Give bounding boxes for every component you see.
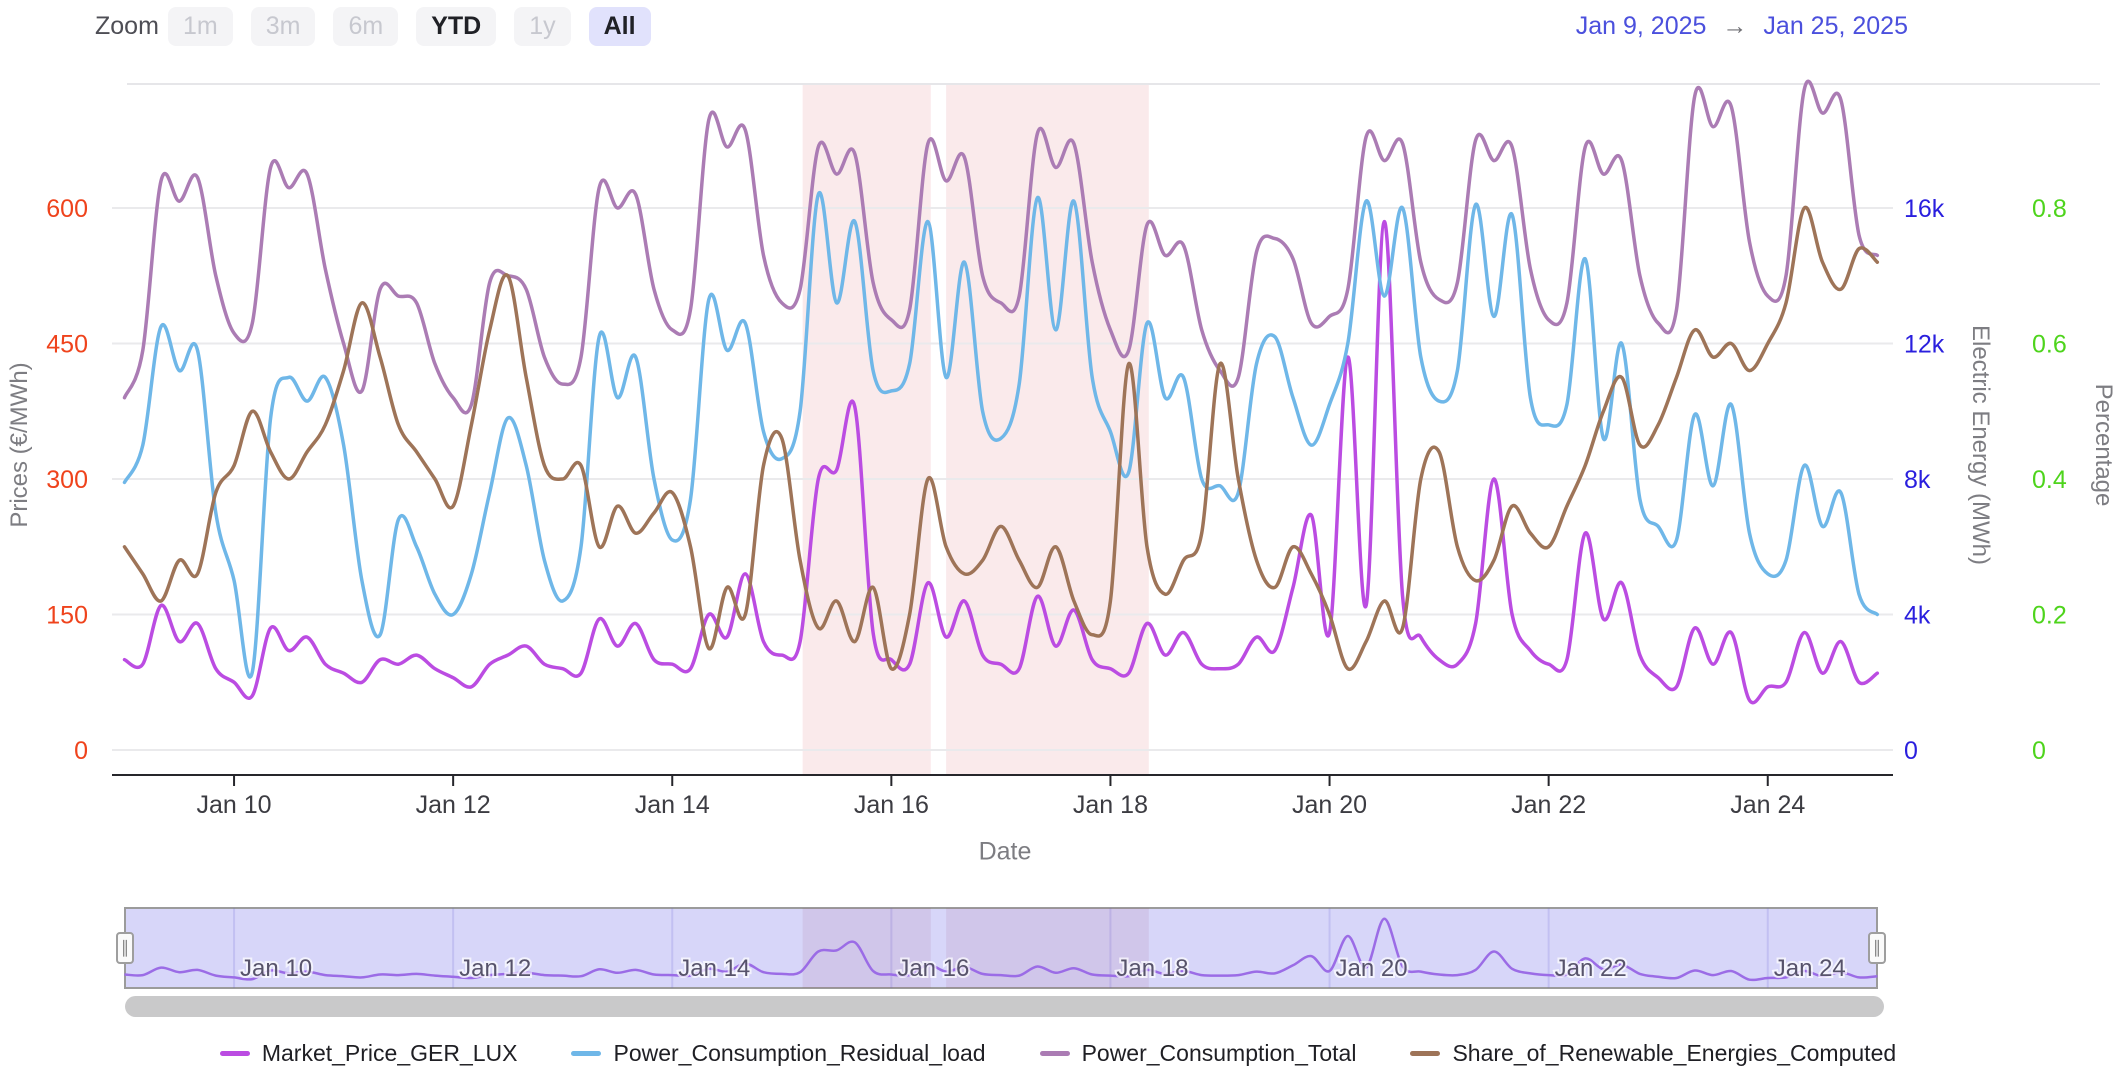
series-swatch [1410,1051,1441,1056]
x-tick-label: Jan 20 [1292,791,1367,819]
legend-item-renewable-share[interactable]: Share_of_Renewable_Energies_Computed [1410,1040,1896,1067]
navigator-date-label: Jan 18 [1116,955,1188,982]
horizontal-scrollbar[interactable] [125,996,1884,1017]
toolbar: Zoom 1m 3m 6m YTD 1y All Jan 9, 2025 → J… [0,0,2116,56]
series-line-Share_of_Renewable_Energies_Computed [122,205,1880,672]
energy-tick-label: 16k [1904,195,1945,223]
date-range: Jan 9, 2025 → Jan 25, 2025 [1576,12,1908,41]
series-line-Power_Consumption_Residual_load [122,190,1880,679]
legend-label: Share_of_Renewable_Energies_Computed [1452,1040,1897,1066]
energy-tick-label: 0 [1904,737,1918,765]
date-range-end[interactable]: Jan 25, 2025 [1763,12,1908,40]
navigator-date-label: Jan 22 [1555,955,1627,982]
x-tick-label: Jan 24 [1730,791,1805,819]
range-slider-left-handle[interactable]: ∥ [116,932,134,964]
price-axis-title: Prices (€/MWh) [6,362,33,528]
energy-tick-label: 8k [1904,466,1931,494]
legend: Market_Price_GER_LUX Power_Consumption_R… [0,1040,2116,1067]
highlight-band-1 [802,84,931,775]
x-axis-title: Date [978,837,1032,866]
grip-icon: ∥ [120,938,130,957]
legend-item-residual-load[interactable]: Power_Consumption_Residual_load [571,1040,986,1067]
series-line-Market_Price_GER_LUX [122,219,1880,705]
price-tick-label: 150 [46,602,88,630]
range-slider-right-handle[interactable]: ∥ [1868,932,1886,964]
navigator-date-label: Jan 16 [897,955,969,982]
navigator-date-label: Jan 12 [459,955,531,982]
navigator-series-line [124,917,1878,982]
series-swatch [1039,1051,1070,1056]
series-swatch [571,1051,602,1056]
pct-tick-label: 0.8 [2032,195,2067,223]
x-tick-label: Jan 22 [1511,791,1586,819]
arrow-right-icon: → [1722,12,1748,40]
zoom-all-button[interactable]: All [588,7,651,46]
navigator-date-label: Jan 14 [678,955,750,982]
navigator-date-label: Jan 20 [1336,955,1408,982]
main-chart[interactable]: Jan 10 Jan 12 Jan 14 Jan 16 Jan 18 Jan 20 Jan … [0,0,2116,1030]
highlight-band-2 [946,84,1149,775]
zoom-3m-button: 3m [250,7,316,46]
zoom-6m-button: 6m [333,7,399,46]
zoom-1m-button: 1m [168,7,233,46]
energy-axis-title: Electric Energy (MWh) [1967,324,1994,566]
legend-item-consumption-total[interactable]: Power_Consumption_Total [1039,1040,1357,1067]
legend-item-market-price[interactable]: Market_Price_GER_LUX [219,1040,518,1067]
pct-tick-label: 0.6 [2032,331,2067,359]
price-tick-label: 300 [46,466,88,494]
x-tick-label: Jan 16 [854,791,929,819]
pct-tick-label: 0.4 [2032,466,2067,494]
energy-tick-label: 4k [1904,602,1931,630]
series-swatch [219,1051,250,1056]
pct-tick-label: 0 [2032,737,2046,765]
legend-label: Power_Consumption_Total [1081,1040,1357,1066]
pct-tick-label: 0.2 [2032,602,2067,630]
navigator-band-2 [946,908,1149,988]
x-tick-label: Jan 10 [197,791,272,819]
energy-tick-label: 12k [1904,331,1945,359]
zoom-label: Zoom [95,12,159,40]
price-tick-label: 450 [46,331,88,359]
navigator-date-label: Jan 24 [1774,955,1846,982]
price-tick-label: 0 [74,737,88,765]
grip-icon: ∥ [1872,938,1882,957]
navigator-date-label: Jan 10 [240,955,312,982]
x-tick-label: Jan 12 [416,791,491,819]
price-tick-label: 600 [46,195,88,223]
legend-label: Power_Consumption_Residual_load [613,1040,986,1066]
x-tick-label: Jan 14 [635,791,710,819]
zoom-button-group: 1m 3m 6m YTD 1y All [168,7,651,46]
legend-label: Market_Price_GER_LUX [261,1040,518,1066]
percentage-axis-title: Percentage [2090,383,2116,507]
x-tick-label: Jan 18 [1073,791,1148,819]
series-line-Power_Consumption_Total [122,79,1880,415]
zoom-ytd-button[interactable]: YTD [416,7,497,46]
zoom-1y-button: 1y [514,7,571,46]
date-range-start[interactable]: Jan 9, 2025 [1575,12,1707,40]
